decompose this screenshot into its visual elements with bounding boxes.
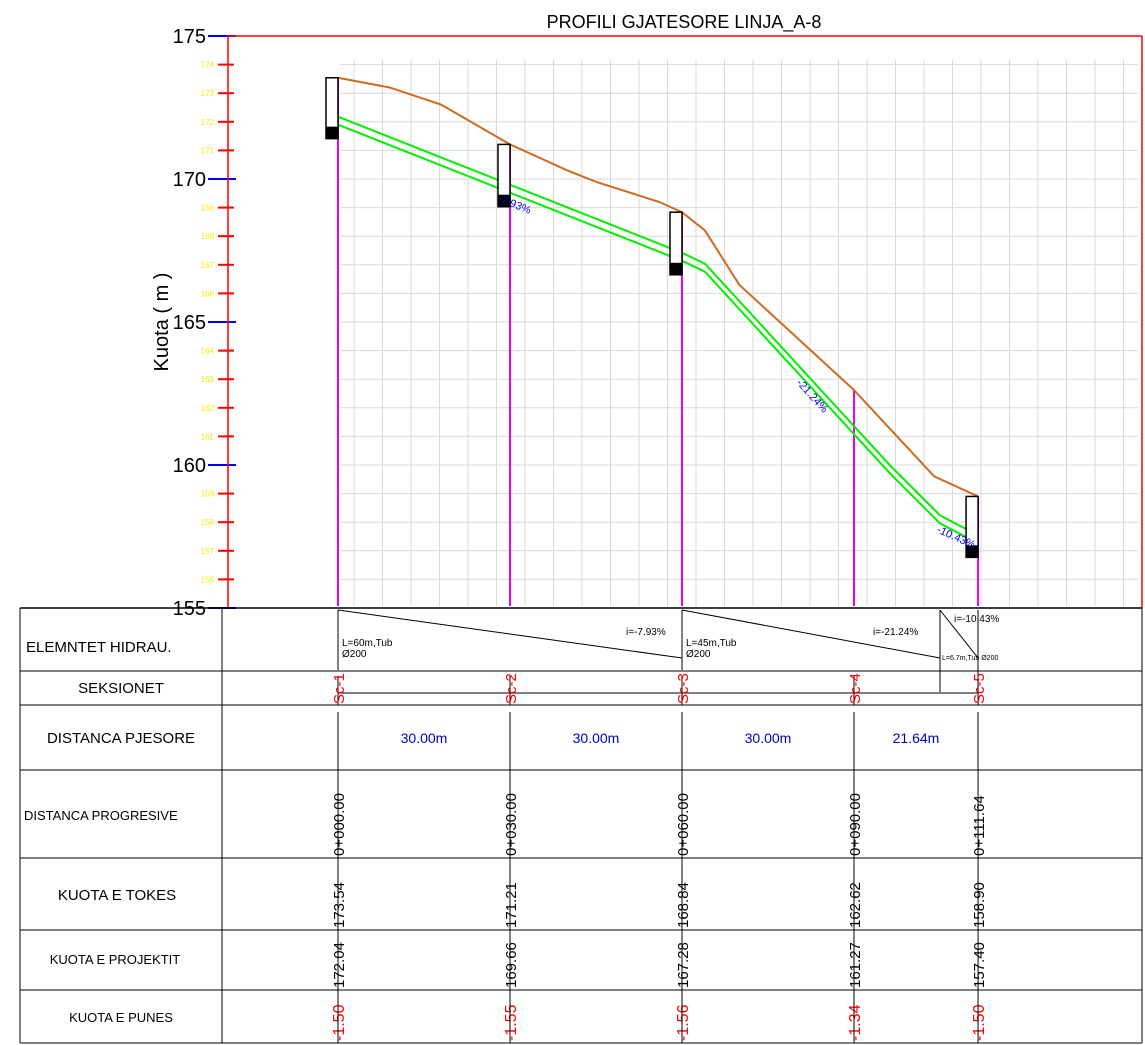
y-minor-tick-label: 159 [201, 490, 215, 499]
pipe-top-line [337, 115, 979, 537]
work-depth-sc-3: -1.56 [675, 1004, 692, 1041]
row-label-ground-level: KUOTA E TOKES [58, 887, 176, 904]
y-minor-tick-label: 156 [201, 575, 215, 584]
y-minor-tick-label: 171 [201, 146, 215, 155]
profile-data-table: ELEMNTET HIDRAU. SEKSIONET DISTANCA PJES… [19, 607, 1143, 1044]
row-label-hydraulic: ELEMNTET HIDRAU. [26, 639, 172, 656]
progressive-distance-sc-3: 0+060.00 [675, 793, 692, 856]
y-major-tick-label: 170 [173, 169, 206, 191]
section-label-sc-1: Sc-1 [331, 673, 348, 704]
y-minor-tick-label: 164 [201, 347, 215, 356]
y-minor-tick-label: 169 [201, 204, 215, 213]
hydraulic-length-1: L=60m,Tub [342, 638, 393, 649]
manhole-base [497, 194, 510, 207]
pipe-bottom-line [337, 123, 979, 545]
manhole-base [326, 126, 338, 139]
y-minor-tick-label: 157 [201, 547, 215, 556]
ground-profile-line [337, 76, 979, 498]
hydraulic-slope-3: i=-10.43% [954, 614, 999, 625]
pipe-slope-label-1: -7.93% [496, 193, 533, 217]
project-level-sc-4: 161.27 [847, 942, 864, 988]
hydraulic-slope-1: i=-7.93% [626, 627, 666, 638]
y-major-tick-label: 165 [173, 312, 206, 334]
section-label-sc-5: Sc-5 [971, 673, 988, 704]
partial-distance-1: 30.00m [401, 730, 448, 746]
section-label-sc-3: Sc-3 [675, 673, 692, 704]
project-level-sc-1: 172.04 [331, 942, 348, 988]
manhole-base [966, 545, 979, 558]
section-cells: Sc-1 0+000.00 173.54 172.04 -1.50 Sc-2 0+030.0… [331, 673, 988, 1043]
y-minor-tick-label: 168 [201, 232, 215, 241]
hydraulic-diameter-2: Ø200 [686, 649, 711, 660]
work-depth-sc-1: -1.50 [331, 1004, 348, 1041]
ground-level-sc-1: 173.54 [331, 882, 348, 928]
y-major-tick-label: 175 [173, 26, 206, 48]
partial-distance-3: 30.00m [745, 730, 792, 746]
y-minor-tick-label: 167 [201, 261, 215, 270]
ground-level-sc-2: 171.21 [503, 882, 520, 928]
partial-distance-4: 21.64m [893, 730, 940, 746]
y-minor-tick-label: 158 [201, 518, 215, 527]
y-axis-ticks: 175 170 165 160 155 174 173 172 171 169 168 167 166 1… [173, 26, 236, 620]
row-label-work-depth: KUOTA E PUNES [69, 1010, 173, 1025]
y-minor-tick-label: 166 [201, 289, 215, 298]
pipe-slope-label-2: -21.24% [794, 377, 830, 416]
hydraulic-length-2: L=45m,Tub [686, 638, 737, 649]
progressive-distance-sc-4: 0+090.00 [847, 793, 864, 856]
row-label-sections: SEKSIONET [78, 680, 164, 697]
y-minor-tick-label: 161 [201, 432, 215, 441]
y-axis-label: Kuota ( m ) [151, 273, 173, 372]
project-level-sc-5: 157.40 [971, 942, 988, 988]
y-minor-tick-label: 172 [201, 118, 215, 127]
row-label-project-level: KUOTA E PROJEKTIT [50, 952, 181, 967]
row-label-partial-distance: DISTANCA PJESORE [47, 730, 195, 747]
chart-title: PROFILI GJATESORE LINJA_A-8 [547, 12, 822, 33]
manholes [325, 77, 979, 559]
project-level-sc-2: 169.66 [503, 942, 520, 988]
section-lines [337, 77, 980, 606]
y-major-tick-label: 155 [173, 598, 206, 620]
y-minor-tick-label: 162 [201, 404, 215, 413]
y-minor-tick-label: 173 [201, 89, 215, 98]
profile-grid [340, 60, 1138, 606]
y-minor-tick-label: 163 [201, 375, 215, 384]
y-major-tick-label: 160 [173, 455, 206, 477]
hydraulic-length-3: L=6.7m,Tub Ø200 [942, 655, 998, 662]
ground-level-sc-5: 158.90 [971, 882, 988, 928]
work-depth-sc-5: -1.50 [971, 1004, 988, 1041]
section-label-sc-4: Sc-4 [847, 673, 864, 704]
ground-level-sc-4: 162.62 [847, 882, 864, 928]
section-label-sc-2: Sc-2 [503, 673, 520, 704]
work-depth-sc-2: -1.55 [503, 1004, 520, 1041]
manhole-base [669, 262, 682, 275]
hydraulic-diameter-1: Ø200 [342, 649, 367, 660]
hydraulic-slope-2: i=-21.24% [873, 627, 918, 638]
project-level-sc-3: 167.28 [675, 942, 692, 988]
ground-level-sc-3: 168.84 [675, 882, 692, 928]
row-label-progressive-distance: DISTANCA PROGRESIVE [24, 808, 178, 823]
progressive-distance-sc-1: 0+000.00 [331, 793, 348, 856]
progressive-distance-sc-5: 0+111.64 [971, 795, 988, 856]
progressive-distance-sc-2: 0+030.00 [503, 793, 520, 856]
work-depth-sc-4: -1.34 [847, 1004, 864, 1041]
y-minor-tick-label: 174 [201, 61, 215, 70]
partial-distance-2: 30.00m [573, 730, 620, 746]
